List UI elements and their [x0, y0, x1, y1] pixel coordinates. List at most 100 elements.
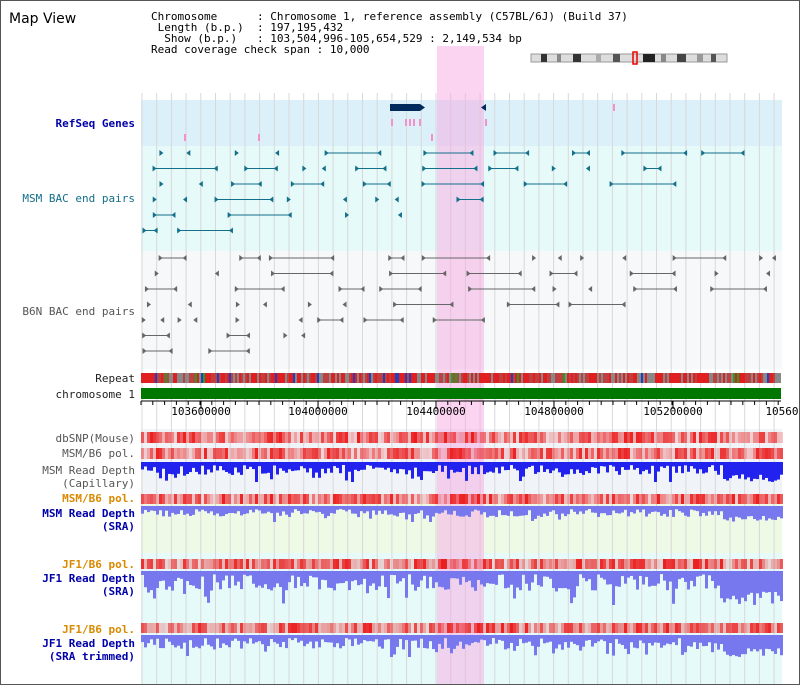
- msm-depth-sra-bar: [375, 506, 378, 515]
- jf1-b6-pol2-cell: [624, 623, 627, 633]
- jf1-depth-sra-bar: [270, 571, 273, 591]
- msm-depth-sra-bar: [480, 506, 483, 515]
- track-label-refseq[interactable]: RefSeq Genes: [55, 117, 135, 130]
- track-label-jf1-depth-trim[interactable]: JF1 Read Depth: [42, 637, 135, 650]
- msm-depth-cap-bar: [234, 462, 237, 468]
- msm-b6-pol2-cell: [573, 494, 576, 504]
- jf1-depth-trim-bar: [216, 635, 219, 639]
- jf1-b6-pol2-cell: [579, 623, 582, 633]
- jf1-b6-pol2-cell: [753, 623, 756, 633]
- track-label-jf1-depth-sra[interactable]: JF1 Read Depth: [42, 572, 135, 585]
- jf1-b6-pol-cell: [495, 559, 498, 569]
- jf1-depth-trim-bar: [486, 635, 489, 646]
- msm-bac-end: [290, 181, 295, 187]
- jf1-b6-pol2-cell: [426, 623, 429, 633]
- jf1-depth-sra-bar: [339, 571, 342, 584]
- track-label-msm-bac[interactable]: MSM BAC end pairs: [22, 192, 135, 205]
- msm-b6-pol-cell: [741, 448, 744, 459]
- msm-bac-end: [514, 165, 519, 172]
- repeat-segment: [353, 373, 355, 383]
- msm-depth-sra-bar: [726, 506, 729, 521]
- jf1-depth-trim-bar: [468, 635, 471, 646]
- jf1-depth-sra-bar: [471, 571, 474, 588]
- track-label-jf1-b6-pol-2[interactable]: JF1/B6 pol.: [62, 623, 135, 636]
- jf1-b6-pol-cell: [492, 559, 495, 569]
- jf1-b6-pol2-cell: [270, 623, 273, 633]
- dbsnp-cell: [318, 432, 321, 443]
- msm-depth-sra-bar: [363, 506, 366, 514]
- jf1-depth-sra-bar: [321, 571, 324, 580]
- msm-depth-sra-bar: [354, 506, 357, 514]
- jf1-b6-pol2-cell: [528, 623, 531, 633]
- b6n-bac-end: [208, 348, 213, 354]
- b6n-bac-end: [239, 255, 244, 261]
- track-label-msm-depth-sra[interactable]: MSM Read Depth: [42, 507, 135, 520]
- jf1-b6-pol-cell: [465, 559, 468, 569]
- repeat-segment: [435, 373, 437, 383]
- repeat-segment: [191, 373, 193, 383]
- repeat-segment: [297, 373, 299, 383]
- msm-bac-end: [585, 150, 590, 156]
- msm-bac-end: [397, 212, 402, 218]
- msm-depth-cap-bar: [459, 462, 462, 473]
- track-label-b6n-bac[interactable]: B6N BAC end pairs: [22, 305, 135, 318]
- jf1-depth-trim-bar: [702, 635, 705, 647]
- msm-b6-pol-cell: [687, 448, 690, 459]
- track-label-jf1-b6-pol-1[interactable]: JF1/B6 pol.: [62, 558, 135, 571]
- msm-b6-pol-cell: [480, 448, 483, 459]
- jf1-b6-pol-cell: [603, 559, 606, 569]
- msm-depth-cap-bar: [528, 462, 531, 468]
- dbsnp-cell: [633, 432, 636, 443]
- dbsnp-cell: [477, 432, 480, 443]
- jf1-depth-sra-bar: [516, 571, 519, 588]
- dbsnp-cell: [468, 432, 471, 443]
- msm-b6-pol2-cell: [597, 494, 600, 504]
- msm-depth-sra-bar: [510, 506, 513, 512]
- repeat-segment: [695, 373, 697, 383]
- msm-bac-end: [355, 165, 360, 172]
- msm-depth-sra-bar: [684, 506, 687, 516]
- repeat-segment: [621, 373, 623, 383]
- msm-b6-pol-cell: [447, 448, 450, 459]
- dbsnp-cell: [498, 432, 501, 443]
- dbsnp-cell: [570, 432, 573, 443]
- jf1-depth-trim-bar: [474, 635, 477, 642]
- jf1-depth-trim-bar: [324, 635, 327, 643]
- jf1-depth-trim-bar: [318, 635, 321, 648]
- msm-depth-sra-bar: [696, 506, 699, 512]
- msm-b6-pol-cell: [774, 448, 777, 459]
- msm-depth-sra-bar: [459, 506, 462, 517]
- jf1-b6-pol2-cell: [459, 623, 462, 633]
- jf1-b6-pol2-cell: [219, 623, 222, 633]
- track-label-msm-depth-cap[interactable]: MSM Read Depth: [42, 464, 135, 477]
- msm-depth-sra-bar: [255, 506, 258, 510]
- jf1-depth-trim-bar: [744, 635, 747, 655]
- b6n-bac-end: [389, 270, 394, 277]
- msm-b6-pol-cell: [636, 448, 639, 459]
- jf1-b6-pol2-cell: [576, 623, 579, 633]
- jf1-depth-trim-bar: [594, 635, 597, 644]
- msm-b6-pol2-cell: [435, 494, 438, 504]
- jf1-b6-pol-cell: [771, 559, 774, 569]
- jf1-depth-trim-bar: [414, 635, 417, 641]
- msm-depth-cap-bar: [231, 462, 234, 475]
- track-label-msm-b6-pol-2[interactable]: MSM/B6 pol.: [62, 492, 135, 505]
- track-label-msm-b6-pol-1[interactable]: MSM/B6 pol.: [62, 447, 135, 460]
- jf1-depth-sra-bar: [588, 571, 591, 580]
- jf1-b6-pol-cell: [291, 559, 294, 569]
- repeat-segment: [269, 373, 271, 383]
- repeat-segment: [679, 373, 681, 383]
- msm-b6-pol2-cell: [147, 494, 150, 504]
- msm-b6-pol2-cell: [495, 494, 498, 504]
- msm-b6-pol2-cell: [447, 494, 450, 504]
- repeat-segment: [311, 373, 313, 383]
- dbsnp-cell: [762, 432, 765, 443]
- track-label-dbsnp[interactable]: dbSNP(Mouse): [55, 432, 135, 445]
- dbsnp-cell: [564, 432, 567, 443]
- dbsnp-cell: [585, 432, 588, 443]
- msm-b6-pol2-cell: [699, 494, 702, 504]
- msm-b6-pol-cell: [582, 448, 585, 459]
- repeat-segment: [465, 373, 467, 383]
- msm-depth-cap-bar: [174, 462, 177, 478]
- jf1-depth-sra-bar: [396, 571, 399, 584]
